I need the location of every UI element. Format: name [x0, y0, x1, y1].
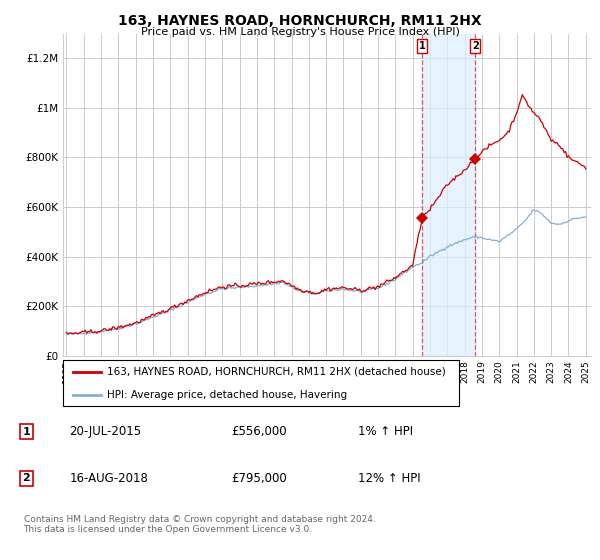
- Text: Price paid vs. HM Land Registry's House Price Index (HPI): Price paid vs. HM Land Registry's House …: [140, 27, 460, 37]
- Text: 1% ↑ HPI: 1% ↑ HPI: [358, 426, 413, 438]
- Text: Contains HM Land Registry data © Crown copyright and database right 2024.
This d: Contains HM Land Registry data © Crown c…: [23, 515, 375, 534]
- Text: 20-JUL-2015: 20-JUL-2015: [70, 426, 142, 438]
- Text: 16-AUG-2018: 16-AUG-2018: [70, 472, 148, 484]
- Text: 2: 2: [472, 41, 479, 51]
- Text: 2: 2: [23, 473, 30, 483]
- Text: 163, HAYNES ROAD, HORNCHURCH, RM11 2HX (detached house): 163, HAYNES ROAD, HORNCHURCH, RM11 2HX (…: [107, 367, 445, 376]
- FancyBboxPatch shape: [63, 360, 459, 406]
- Text: £795,000: £795,000: [231, 472, 287, 484]
- Text: HPI: Average price, detached house, Havering: HPI: Average price, detached house, Have…: [107, 390, 347, 399]
- Text: 163, HAYNES ROAD, HORNCHURCH, RM11 2HX: 163, HAYNES ROAD, HORNCHURCH, RM11 2HX: [118, 14, 482, 28]
- Bar: [422, 34, 475, 356]
- Text: £556,000: £556,000: [231, 426, 287, 438]
- Text: 12% ↑ HPI: 12% ↑ HPI: [358, 472, 420, 484]
- Text: 1: 1: [23, 427, 30, 437]
- Text: 1: 1: [419, 41, 425, 51]
